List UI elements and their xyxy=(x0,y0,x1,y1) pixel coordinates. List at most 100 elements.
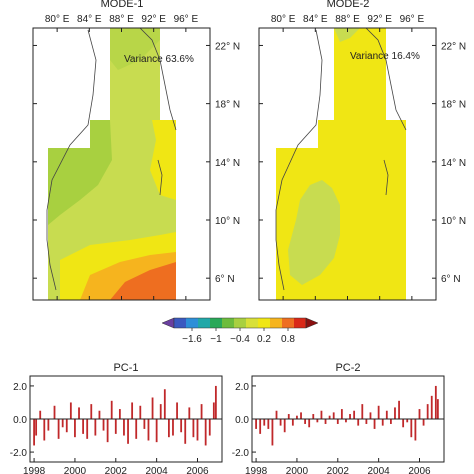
pc-1-bar xyxy=(143,419,146,429)
pc-1-bar xyxy=(114,419,117,434)
pc-2-bar xyxy=(406,419,409,423)
pc-1-bar xyxy=(102,419,105,431)
colorbar-swatch xyxy=(234,318,247,328)
mode-2-field xyxy=(275,28,407,300)
pc-2-x-tick-label: 2004 xyxy=(368,466,391,474)
pc-1-title: PC-1 xyxy=(113,362,138,374)
pc-2-bar xyxy=(365,419,368,424)
mode-1-x-ticks: 80° E 84° E 88° E 92° E 96° E xyxy=(45,14,198,300)
pc-2-bar xyxy=(287,414,290,419)
mode-2-x-tick-label: 84° E xyxy=(303,14,328,25)
mode-2-x-tick-label: 92° E xyxy=(367,14,392,25)
pc-2-bar xyxy=(279,419,282,426)
pc-2-bar xyxy=(316,419,319,423)
colorbar-swatches xyxy=(161,317,319,329)
mode-2-green-region xyxy=(288,180,340,285)
pc-1-bar xyxy=(106,419,109,443)
pc-1-bars xyxy=(33,385,217,446)
pc-2-title: PC-2 xyxy=(335,362,360,374)
pc-1-bar xyxy=(139,405,142,419)
pc-1-bar xyxy=(167,419,170,438)
pc-2-bar xyxy=(369,412,372,419)
pc-1-bar xyxy=(163,389,166,419)
mode-1-y-tick-label: 14° N xyxy=(215,158,240,169)
pc-2-bar xyxy=(291,419,294,426)
pc-2-bar xyxy=(308,419,311,428)
pc-2-bars xyxy=(255,385,439,446)
pc-2-bar xyxy=(385,410,388,419)
colorbar-swatch xyxy=(258,318,271,328)
pc-1-bar xyxy=(123,419,125,436)
pc-1-bar xyxy=(61,419,64,428)
pc-2-bar xyxy=(418,409,421,419)
colorbar: −1.6 −1 −0.4 0.2 0.8 xyxy=(161,317,319,345)
pc-2-bar xyxy=(389,419,392,424)
pc-1-bar xyxy=(65,419,68,433)
mode-1-redorange-region xyxy=(110,262,176,300)
pc-1-bar xyxy=(33,419,35,446)
pc-2-bar xyxy=(296,415,298,419)
mode-1-x-tick-label: 84° E xyxy=(77,14,102,25)
colorbar-swatch xyxy=(305,317,319,329)
mode-1-x-tick-label: 92° E xyxy=(141,14,166,25)
mode-2-x-tick-label: 88° E xyxy=(335,14,360,25)
pc-1-bar xyxy=(135,419,138,439)
pc-1-bar xyxy=(35,419,38,436)
pc-1-bar xyxy=(184,419,187,444)
pc-2-bar xyxy=(304,419,307,424)
pc-1-bar xyxy=(131,402,134,419)
pc-2-bar xyxy=(312,414,315,419)
pc-2-bar xyxy=(332,412,335,419)
pc-1-x-tick-label: 1998 xyxy=(23,466,46,474)
colorbar-swatch xyxy=(246,318,259,328)
pc-1-bar xyxy=(47,419,50,431)
colorbar-swatch xyxy=(270,318,283,328)
mode-2-x-tick-label: 80° E xyxy=(271,14,296,25)
pc-2-bar xyxy=(381,419,384,426)
pc-1-bar xyxy=(90,404,93,419)
pc-2-bar xyxy=(430,395,433,419)
pc-2-bar xyxy=(394,407,396,419)
mode-2-y-ticks: 22° N 18° N 14° N 10° N 6° N xyxy=(259,41,466,285)
colorbar-tick-label: −0.4 xyxy=(230,334,250,345)
pc-2-axes: 2.0 0.0 -2.0 1998 2000 2002 2004 2006 xyxy=(232,382,444,474)
mode-1-field-base xyxy=(48,28,176,300)
pc-2-bar xyxy=(414,419,417,441)
mode-1-yellow-region xyxy=(150,120,176,200)
pc-2-bar xyxy=(340,409,343,419)
pc-2-x-tick-label: 2002 xyxy=(327,466,350,474)
pc-1-y-tick-label: 0.0 xyxy=(13,415,27,426)
pc-1-bar xyxy=(110,400,113,419)
pc-1-bar xyxy=(78,407,80,419)
pc-2-bar xyxy=(361,404,364,419)
mode-2-coastline xyxy=(275,28,407,291)
pc-1-bar xyxy=(214,385,217,419)
mode-2-x-ticks: 80° E 84° E 88° E 92° E 96° E xyxy=(271,14,424,300)
pc-1-bar xyxy=(82,419,85,434)
mode-2-panel: MODE-2 Variance 16.4% 80° E 84° E 88° E 92°… xyxy=(258,0,466,301)
pc-1-bar xyxy=(127,419,129,444)
pc-2-bar xyxy=(436,399,439,419)
pc-1-bar xyxy=(208,419,211,436)
pc-1-bar xyxy=(200,404,203,419)
pc-1-axes: 2.0 0.0 -2.0 1998 2000 2002 2004 2006 xyxy=(10,382,222,474)
pc-2-bar xyxy=(434,385,437,419)
pc-2-x-tick-label: 1998 xyxy=(245,466,268,474)
colorbar-swatch xyxy=(282,318,295,328)
mode-1-y-ticks: 22° N 18° N 14° N 10° N 6° N xyxy=(33,41,240,285)
mode-2-y-tick-label: 18° N xyxy=(441,100,466,111)
colorbar-swatch xyxy=(222,318,235,328)
pc-1-bar xyxy=(172,419,174,436)
mode-1-y-tick-label: 22° N xyxy=(215,41,240,52)
pc-2-bar xyxy=(271,419,274,446)
pc-2-panel: PC-2 2.0 0.0 -2.0 1998 2000 2002 2004 2006 xyxy=(232,362,445,474)
pc-1-bar xyxy=(204,419,207,446)
pc-1-bar xyxy=(212,402,215,419)
mode-1-panel: MODE-1 Variance 63.6% 80° E 84° E 88° E 92°… xyxy=(32,0,240,301)
pc-2-bar xyxy=(324,419,327,424)
colorbar-labels: −1.6 −1 −0.4 0.2 0.8 xyxy=(182,328,295,345)
pc-2-bar xyxy=(255,419,257,429)
colorbar-swatch xyxy=(198,318,211,328)
pc-2-bar xyxy=(267,419,270,429)
mode-1-title: MODE-1 xyxy=(101,0,144,10)
